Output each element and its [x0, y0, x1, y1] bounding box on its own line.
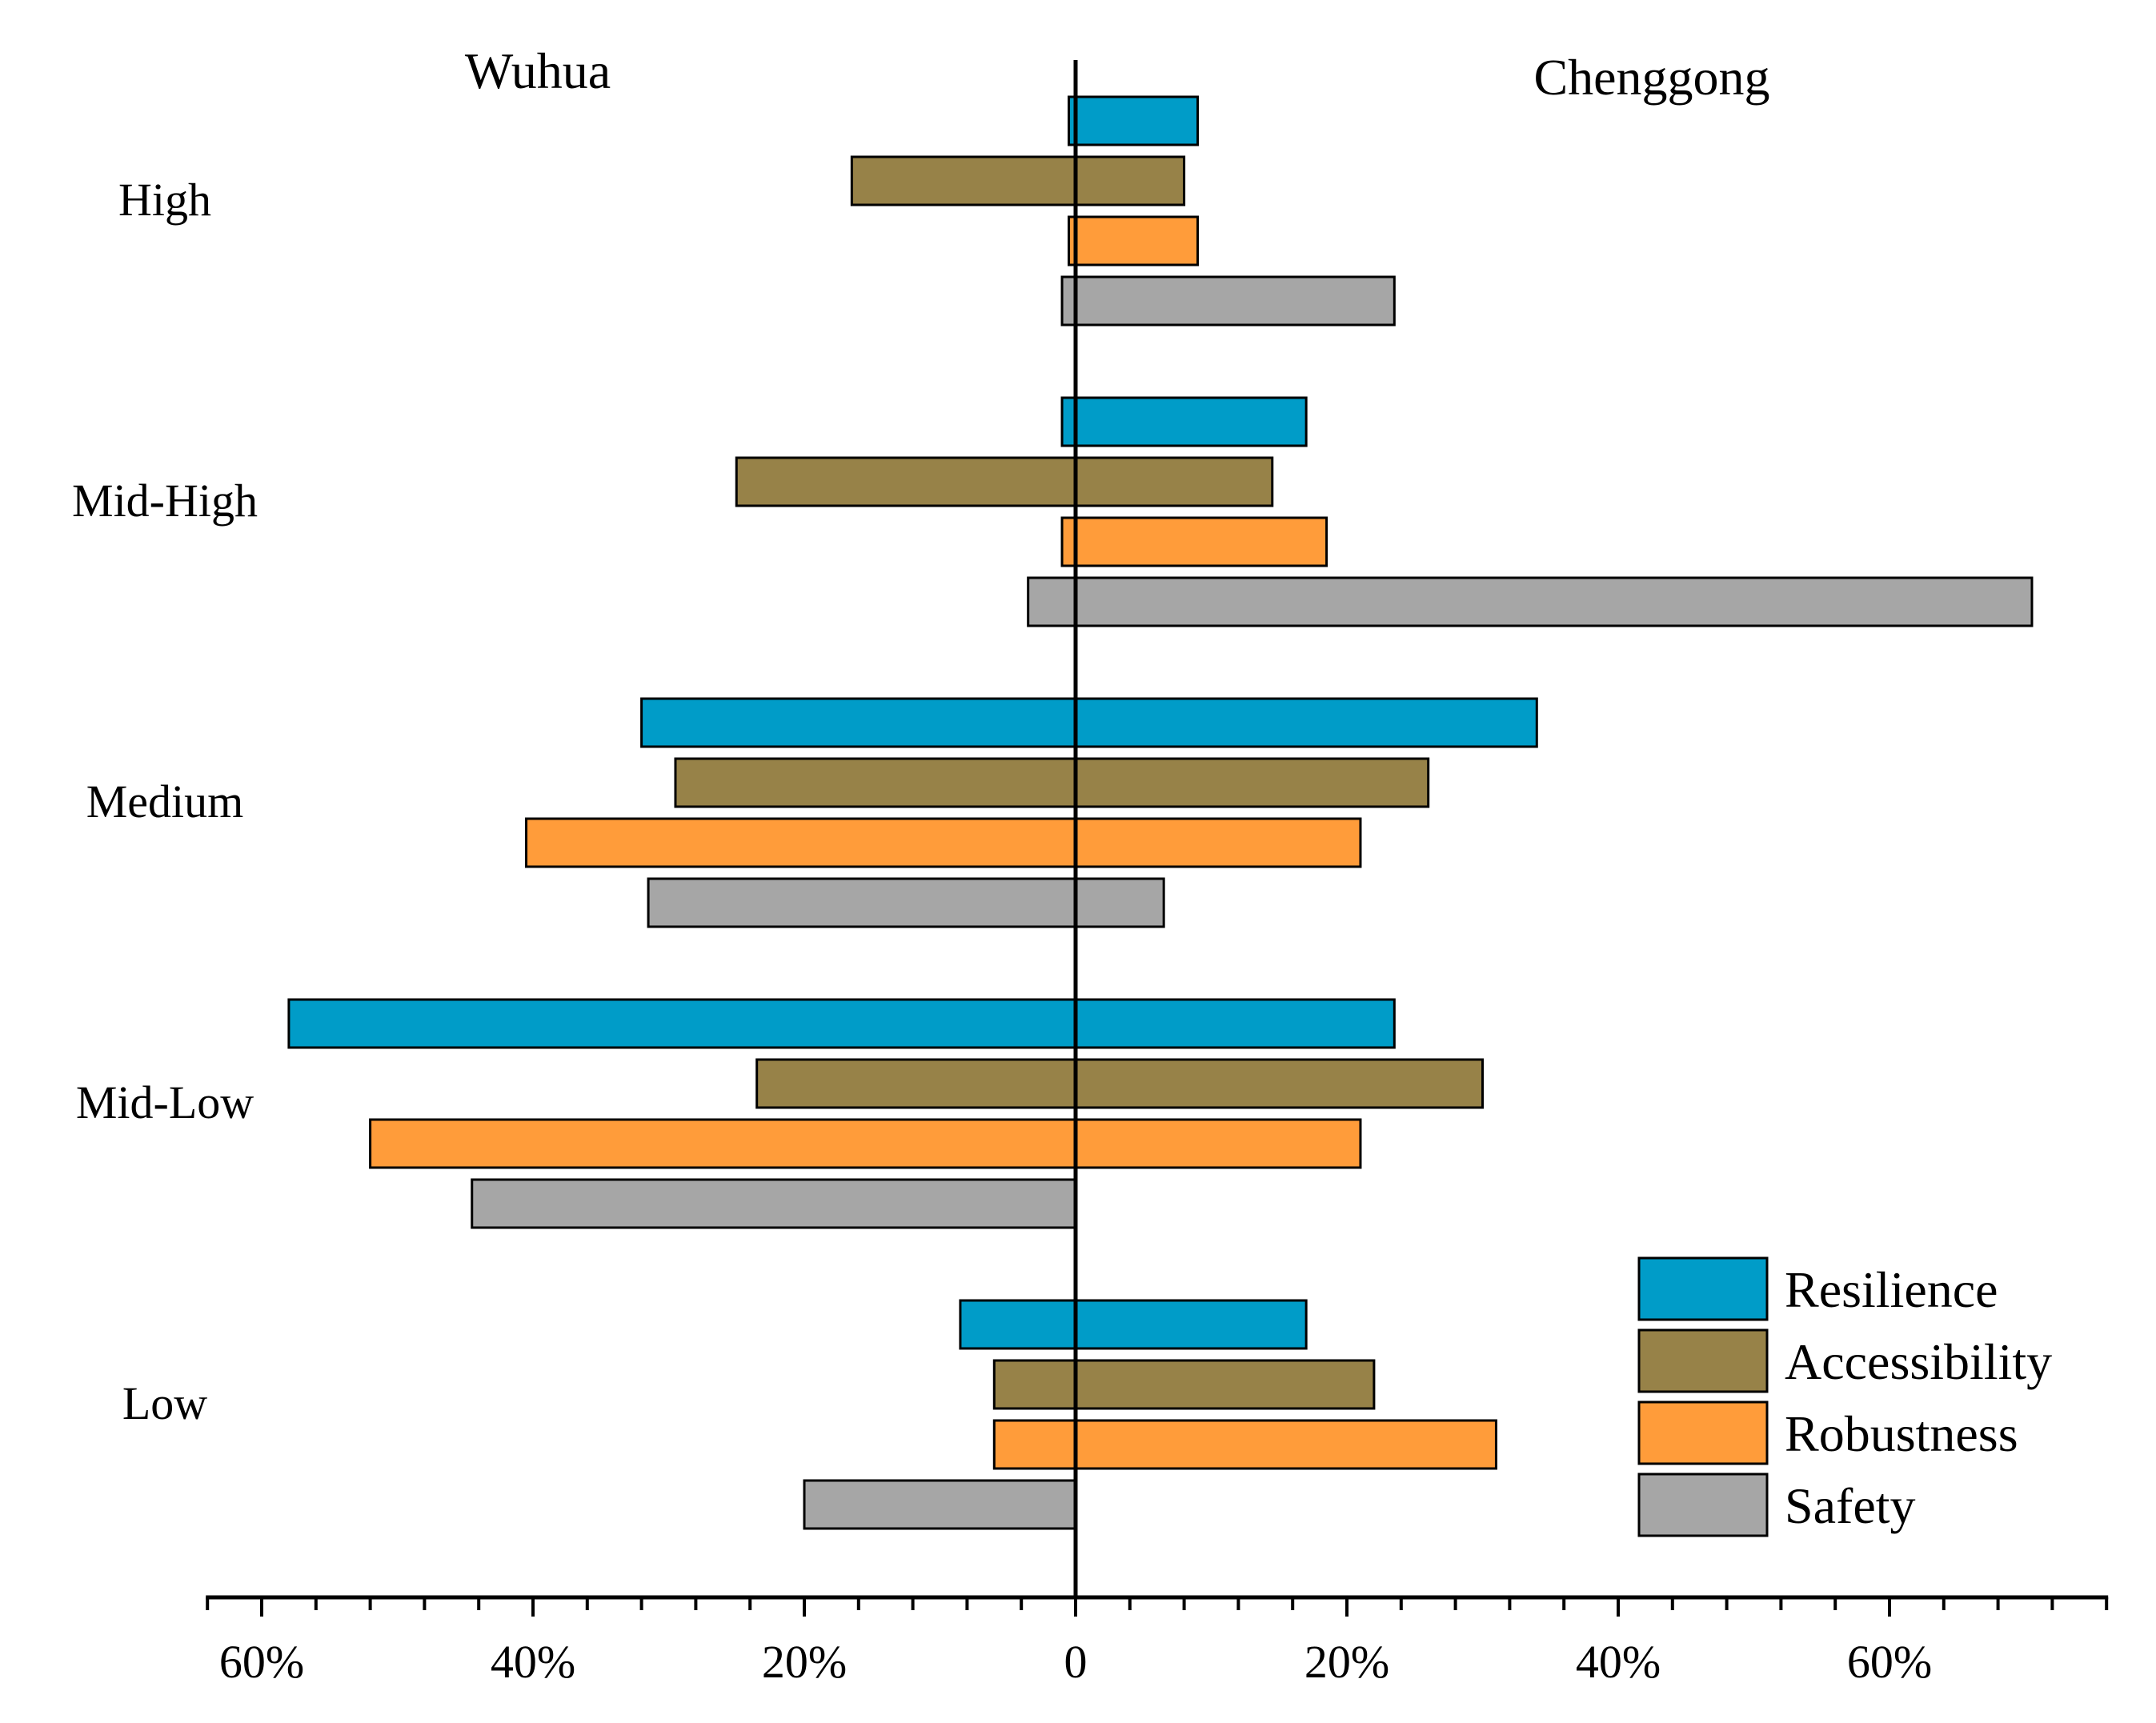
bar-left-mid-low-safety [471, 1178, 1077, 1229]
x-tick-label: 20% [762, 1636, 847, 1688]
bar-right-mid-low-resilience [1074, 998, 1396, 1049]
legend: Resilience Accessibility Robustness Safety [1637, 1256, 2052, 1537]
bar-right-medium-accessibility [1074, 757, 1430, 808]
bar-left-mid-low-accessibility [755, 1058, 1077, 1109]
bar-right-mid-low-accessibility [1074, 1058, 1484, 1109]
bar-right-high-safety [1074, 275, 1396, 327]
bar-right-low-robustness [1074, 1419, 1497, 1470]
bar-left-mid-low-robustness [369, 1118, 1077, 1169]
legend-swatch-robustness [1637, 1400, 1769, 1465]
category-label-mid-high: Mid-High [72, 475, 258, 527]
legend-label-safety: Safety [1785, 1477, 1916, 1534]
x-tick-label: 0 [1064, 1636, 1088, 1688]
legend-label-robustness: Robustness [1785, 1405, 2018, 1462]
bar-right-medium-robustness [1074, 817, 1362, 868]
legend-swatch-accessibility [1637, 1328, 1769, 1393]
category-label-medium: Medium [86, 775, 244, 827]
bar-right-medium-safety [1074, 877, 1165, 928]
left-title: Wuhua [465, 42, 611, 99]
bar-left-medium-accessibility [674, 757, 1077, 808]
bar-left-high-safety [1060, 275, 1077, 327]
bar-left-high-accessibility [850, 155, 1077, 206]
bar-left-mid-high-robustness [1060, 516, 1077, 567]
x-tick-label: 60% [1847, 1636, 1932, 1688]
bar-left-low-accessibility [992, 1359, 1077, 1410]
bar-right-low-resilience [1074, 1299, 1308, 1350]
category-label-high: High [118, 174, 211, 226]
bar-right-mid-high-resilience [1074, 396, 1308, 447]
bar-left-mid-high-safety [1027, 576, 1077, 627]
category-label-mid-low: Mid-Low [76, 1076, 254, 1128]
legend-swatch-resilience [1637, 1256, 1769, 1321]
bar-left-mid-high-resilience [1060, 396, 1077, 447]
bar-right-mid-high-robustness [1074, 516, 1328, 567]
bar-left-medium-safety [647, 877, 1077, 928]
bar-right-mid-high-accessibility [1074, 456, 1274, 507]
legend-label-resilience: Resilience [1785, 1261, 1998, 1318]
bar-left-mid-low-resilience [287, 998, 1077, 1049]
bar-right-low-accessibility [1074, 1359, 1376, 1410]
bar-left-low-resilience [959, 1299, 1077, 1350]
x-tick-label: 40% [1576, 1636, 1661, 1688]
legend-swatch-safety [1637, 1473, 1769, 1537]
bar-left-low-safety [803, 1479, 1077, 1530]
bar-right-high-accessibility [1074, 155, 1186, 206]
category-label-low: Low [122, 1377, 207, 1429]
bar-left-medium-resilience [640, 697, 1077, 748]
x-tick-label: 20% [1304, 1636, 1389, 1688]
bar-left-low-robustness [992, 1419, 1077, 1470]
bar-right-mid-low-robustness [1074, 1118, 1362, 1169]
axes-layer: 60% 40% 20% 0 20% 40% 60% [206, 60, 2109, 1688]
bar-right-high-robustness [1074, 215, 1200, 266]
bar-right-medium-resilience [1074, 697, 1538, 748]
bar-right-mid-high-safety [1074, 576, 2034, 627]
legend-label-accessibility: Accessibility [1785, 1333, 2052, 1390]
bar-left-mid-high-accessibility [735, 456, 1077, 507]
right-title: Chenggong [1533, 49, 1769, 106]
bars-layer [287, 95, 2034, 1530]
bar-right-high-resilience [1074, 95, 1200, 146]
x-tick-label: 60% [219, 1636, 304, 1688]
labels-layer: Wuhua Chenggong High Mid-High Medium Mid-Lo… [72, 42, 1770, 1429]
bar-left-medium-robustness [525, 817, 1077, 868]
x-tick-label: 40% [491, 1636, 575, 1688]
